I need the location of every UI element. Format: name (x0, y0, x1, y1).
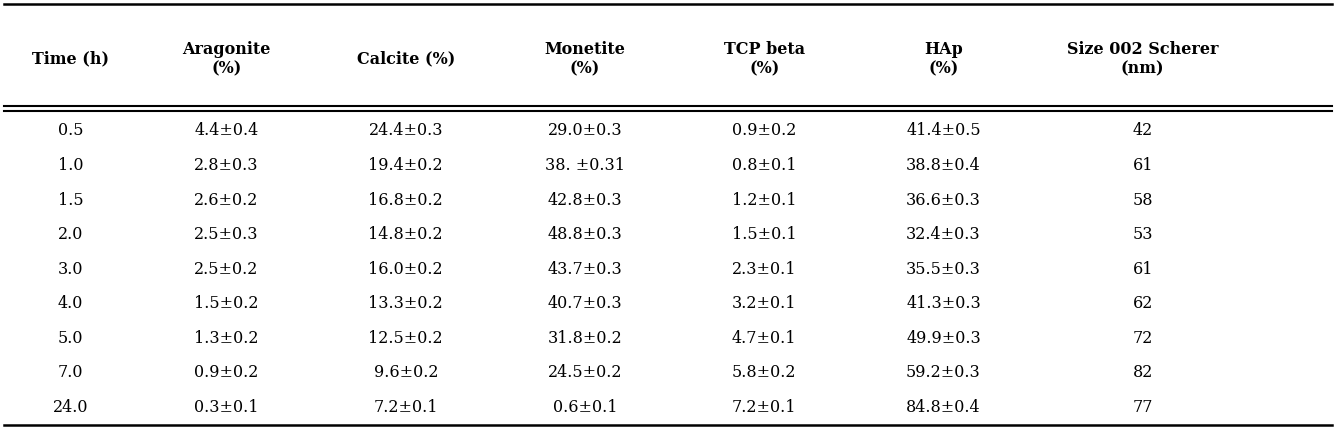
Text: 0.9±0.2: 0.9±0.2 (194, 365, 259, 381)
Text: 32.4±0.3: 32.4±0.3 (906, 226, 981, 243)
Text: TCP beta
(%): TCP beta (%) (724, 41, 804, 77)
Text: 59.2±0.3: 59.2±0.3 (906, 365, 981, 381)
Text: 0.8±0.1: 0.8±0.1 (732, 157, 796, 174)
Text: 1.0: 1.0 (57, 157, 83, 174)
Text: Calcite (%): Calcite (%) (357, 50, 456, 67)
Text: 41.3±0.3: 41.3±0.3 (906, 295, 981, 312)
Text: 13.3±0.2: 13.3±0.2 (369, 295, 444, 312)
Text: 40.7±0.3: 40.7±0.3 (548, 295, 623, 312)
Text: 1.2±0.1: 1.2±0.1 (732, 191, 796, 208)
Text: 16.0±0.2: 16.0±0.2 (369, 261, 444, 278)
Text: 1.5±0.1: 1.5±0.1 (732, 226, 796, 243)
Text: 82: 82 (1133, 365, 1153, 381)
Text: 3.2±0.1: 3.2±0.1 (732, 295, 796, 312)
Text: Time (h): Time (h) (32, 50, 110, 67)
Text: 0.9±0.2: 0.9±0.2 (732, 122, 796, 139)
Text: 35.5±0.3: 35.5±0.3 (906, 261, 981, 278)
Text: 42.8±0.3: 42.8±0.3 (548, 191, 623, 208)
Text: HAp
(%): HAp (%) (925, 41, 963, 77)
Text: 7.2±0.1: 7.2±0.1 (732, 399, 796, 416)
Text: 24.4±0.3: 24.4±0.3 (369, 122, 444, 139)
Text: Monetite
(%): Monetite (%) (545, 41, 625, 77)
Text: 49.9±0.3: 49.9±0.3 (906, 330, 981, 347)
Text: 38.8±0.4: 38.8±0.4 (906, 157, 981, 174)
Text: 4.7±0.1: 4.7±0.1 (732, 330, 796, 347)
Text: 43.7±0.3: 43.7±0.3 (548, 261, 623, 278)
Text: 3.0: 3.0 (57, 261, 83, 278)
Text: 1.3±0.2: 1.3±0.2 (194, 330, 259, 347)
Text: 4.4±0.4: 4.4±0.4 (195, 122, 259, 139)
Text: 4.0: 4.0 (57, 295, 83, 312)
Text: 7.0: 7.0 (57, 365, 83, 381)
Text: 7.2±0.1: 7.2±0.1 (374, 399, 438, 416)
Text: 2.0: 2.0 (57, 226, 83, 243)
Text: 36.6±0.3: 36.6±0.3 (906, 191, 981, 208)
Text: 16.8±0.2: 16.8±0.2 (369, 191, 444, 208)
Text: 2.6±0.2: 2.6±0.2 (194, 191, 259, 208)
Text: 31.8±0.2: 31.8±0.2 (548, 330, 623, 347)
Text: 2.5±0.3: 2.5±0.3 (194, 226, 259, 243)
Text: 5.0: 5.0 (57, 330, 83, 347)
Text: 14.8±0.2: 14.8±0.2 (369, 226, 444, 243)
Text: 58: 58 (1133, 191, 1153, 208)
Text: 2.5±0.2: 2.5±0.2 (194, 261, 259, 278)
Text: Aragonite
(%): Aragonite (%) (182, 41, 271, 77)
Text: 0.3±0.1: 0.3±0.1 (194, 399, 259, 416)
Text: 1.5: 1.5 (57, 191, 83, 208)
Text: 61: 61 (1133, 157, 1153, 174)
Text: 0.5: 0.5 (57, 122, 83, 139)
Text: 62: 62 (1133, 295, 1153, 312)
Text: Size 002 Scherer
(nm): Size 002 Scherer (nm) (1067, 41, 1218, 77)
Text: 24.0: 24.0 (53, 399, 88, 416)
Text: 48.8±0.3: 48.8±0.3 (548, 226, 623, 243)
Text: 2.3±0.1: 2.3±0.1 (732, 261, 796, 278)
Text: 24.5±0.2: 24.5±0.2 (548, 365, 623, 381)
Text: 29.0±0.3: 29.0±0.3 (548, 122, 623, 139)
Text: 19.4±0.2: 19.4±0.2 (369, 157, 444, 174)
Text: 72: 72 (1133, 330, 1153, 347)
Text: 0.6±0.1: 0.6±0.1 (553, 399, 617, 416)
Text: 53: 53 (1133, 226, 1153, 243)
Text: 77: 77 (1133, 399, 1153, 416)
Text: 61: 61 (1133, 261, 1153, 278)
Text: 2.8±0.3: 2.8±0.3 (194, 157, 259, 174)
Text: 41.4±0.5: 41.4±0.5 (906, 122, 981, 139)
Text: 42: 42 (1133, 122, 1153, 139)
Text: 5.8±0.2: 5.8±0.2 (732, 365, 796, 381)
Text: 84.8±0.4: 84.8±0.4 (906, 399, 981, 416)
Text: 12.5±0.2: 12.5±0.2 (369, 330, 444, 347)
Text: 38. ±0.31: 38. ±0.31 (545, 157, 625, 174)
Text: 1.5±0.2: 1.5±0.2 (194, 295, 259, 312)
Text: 9.6±0.2: 9.6±0.2 (374, 365, 438, 381)
